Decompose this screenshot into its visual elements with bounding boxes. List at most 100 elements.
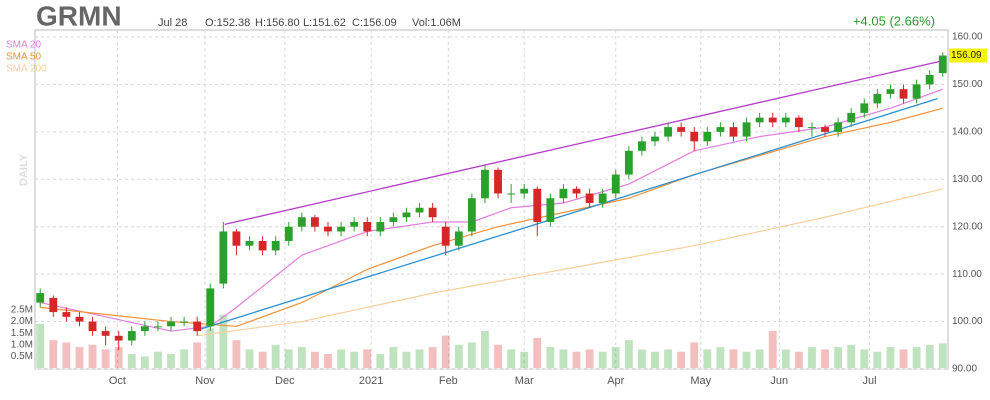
x-tick-label: Jun (770, 375, 788, 387)
candle-body (651, 136, 659, 142)
candle-body (611, 174, 620, 194)
candle-body (415, 207, 424, 213)
volume-bar (62, 342, 71, 368)
volume-bar (703, 349, 712, 368)
volume-bar (245, 349, 254, 368)
volume-bar (127, 354, 136, 368)
candle-body (402, 212, 411, 218)
candle-body (729, 127, 738, 137)
candle-body (559, 188, 568, 199)
volume-bar (219, 314, 228, 368)
candle-body (49, 297, 58, 313)
volume-bar (337, 349, 346, 368)
candle-body (310, 217, 319, 227)
volume-bar (611, 347, 620, 368)
volume-bar (690, 342, 699, 368)
candle-body (703, 131, 712, 142)
volume-bar (36, 323, 45, 368)
y-tick-label: 120.00 (952, 221, 983, 232)
candle-body (88, 321, 97, 332)
volume-bar (206, 328, 215, 368)
volume-bar (441, 335, 450, 368)
volume-bar (507, 349, 516, 368)
volume-bar (376, 354, 385, 368)
candle-body (585, 193, 594, 203)
volume-bar (794, 351, 803, 368)
candle-body (428, 207, 437, 218)
y-tick-label: 100.00 (952, 316, 983, 327)
x-tick-label: Oct (109, 375, 126, 387)
volume-bar (140, 356, 149, 368)
volume-bar (637, 349, 646, 368)
y-tick-label: 140.00 (952, 126, 983, 137)
volume-bar (729, 349, 738, 368)
volume-bar (88, 344, 97, 368)
volume-bar (716, 347, 725, 368)
candle-body (808, 127, 816, 129)
candle-body (324, 226, 332, 232)
candle-body (154, 326, 162, 328)
volume-bar (572, 351, 581, 368)
y-tick-label: 150.00 (952, 79, 983, 90)
volume-bar (101, 349, 110, 368)
candle-body (847, 112, 856, 123)
quote-info: L:151.62 (303, 17, 346, 29)
volume-bar (258, 351, 267, 368)
legend-entry: SMA 50 (6, 52, 41, 63)
volume-bar (742, 351, 751, 368)
volume-bar (912, 347, 921, 368)
volume-bar (520, 351, 529, 368)
trendline (194, 98, 938, 332)
y-axis-label: DAILY (18, 153, 30, 186)
candle-body (297, 217, 306, 227)
volume-bar (363, 349, 372, 368)
volume-bar (494, 344, 502, 368)
candle-body (284, 226, 293, 241)
volume-bar (781, 349, 790, 368)
volume-bar (232, 340, 241, 368)
candle-body (664, 127, 673, 137)
volume-tick-label: 1.5M (11, 328, 33, 339)
last-price-label: 156.09 (951, 50, 982, 61)
volume-bar (271, 344, 280, 368)
legend-entry: SMA 20 (6, 40, 41, 51)
volume-bar (193, 342, 202, 368)
sma-line (197, 188, 943, 337)
candle-body (834, 122, 843, 132)
volume-bar (664, 349, 673, 368)
candle-body (167, 321, 175, 327)
candle-body (507, 193, 516, 195)
volume-bar (598, 351, 607, 368)
candle-body (768, 117, 777, 123)
last-price-box (949, 48, 987, 63)
volume-bar (768, 330, 777, 368)
volume-tick-label: 1.0M (11, 339, 33, 350)
candle-body (232, 231, 241, 246)
x-tick-label: Dec (275, 375, 295, 387)
change-label: +4.05 (2.66%) (853, 13, 935, 28)
candle-body (520, 188, 529, 194)
candle-body (454, 231, 463, 246)
x-tick-label: Apr (607, 375, 624, 387)
candle-body (494, 169, 502, 194)
candle-body (271, 240, 280, 251)
candle-body (925, 74, 934, 85)
candle-body (75, 316, 84, 322)
legend-entry: SMA 200 (6, 64, 47, 75)
candle-body (821, 127, 829, 132)
volume-bar (808, 347, 816, 368)
candle-body (624, 150, 633, 175)
candle-body (441, 226, 450, 246)
candle-body (546, 198, 555, 222)
volume-bar (167, 354, 175, 368)
volume-bar (389, 347, 398, 368)
volume-bar (402, 351, 411, 368)
x-tick-label: Jul (862, 375, 876, 387)
volume-bar (624, 340, 633, 368)
y-tick-label: 110.00 (952, 269, 982, 280)
volume-tick-label: 0.5M (11, 351, 33, 362)
volume-bar (755, 349, 764, 368)
candle-body (258, 240, 267, 251)
x-tick-label: Mar (515, 375, 534, 387)
